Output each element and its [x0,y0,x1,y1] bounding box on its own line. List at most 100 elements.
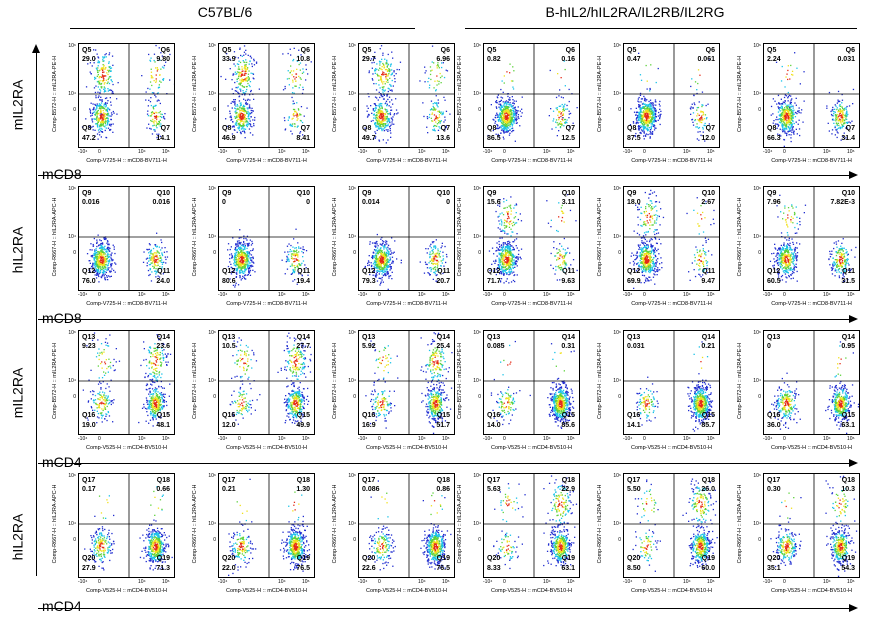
event-dot [389,269,391,271]
event-dot [834,126,836,129]
event-dot [841,93,843,96]
event-dot [240,251,243,254]
event-dot [391,89,393,91]
event-dot [777,94,780,97]
event-dot [156,123,158,125]
event-dot [651,116,654,119]
event-dot [648,117,650,119]
event-dot [376,247,379,249]
event-dot [111,252,113,254]
event-dot [251,107,253,109]
event-dot [576,107,578,109]
event-dot [376,73,378,75]
event-dot [516,111,518,113]
event-dot [235,115,238,117]
event-dot [238,60,240,62]
event-dot [96,258,98,260]
event-dot [227,265,230,268]
event-dot [252,72,254,75]
event-dot [653,129,656,131]
event-dot [500,105,502,107]
event-dot [503,82,505,84]
event-dot [512,102,515,104]
event-dot [374,131,376,133]
event-dot [500,129,503,131]
y-axis-title-text: Comp-B572-H :: mIL2RA-PE-H [192,55,198,133]
event-dot [92,243,94,246]
event-dot [248,260,250,263]
event-dot [110,75,112,78]
event-dot [791,116,793,118]
event-dot [243,79,245,81]
event-dot [391,79,393,82]
event-dot [235,86,237,89]
event-dot [507,127,510,129]
event-dot [781,102,784,105]
event-dot [150,249,152,251]
event-dot [104,54,106,56]
event-dot [89,109,92,111]
event-dot [390,124,392,126]
event-dot [639,108,641,110]
event-dot [381,273,383,275]
event-dot [161,254,164,257]
event-dot [243,240,245,243]
event-dot [389,248,391,250]
event-dot [790,126,792,128]
event-dot [387,117,389,120]
event-dot [789,101,791,103]
event-dot [235,122,238,124]
event-dot [96,75,98,77]
event-dot [104,261,106,263]
event-dot [96,264,99,266]
event-dot [101,119,104,121]
event-dot [787,119,789,121]
event-dot [835,122,838,125]
event-dot [509,118,511,120]
event-dot [106,114,108,116]
event-dot [291,96,293,99]
event-dot [244,265,246,267]
event-dot [556,122,558,124]
event-dot [242,125,244,127]
x-axis-title: Comp-V725-H :: mCD8-BV711-H [86,301,167,307]
event-dot [803,71,805,73]
event-dot [157,115,159,118]
event-dot [499,126,501,128]
event-dot [159,119,161,121]
event-dot [103,105,105,107]
event-dot [162,78,164,81]
event-dot [96,112,98,114]
event-dot [699,74,701,76]
event-dot [781,105,783,108]
event-dot [558,110,560,113]
event-dot [708,123,710,125]
event-dot [647,121,649,123]
quadrant-value-ul: 0.47 [627,56,641,63]
event-dot [100,110,102,113]
event-dot [798,110,800,112]
event-dot [100,99,102,101]
event-dot [502,123,504,125]
event-dot [383,128,385,130]
event-dot [238,265,241,267]
event-dot [105,75,107,77]
event-dot [383,90,386,92]
event-dot [242,85,244,88]
event-dot [382,116,384,118]
event-dot [506,112,508,115]
event-dot [505,111,507,113]
event-dot [501,117,503,120]
event-dot [100,240,102,242]
x-tick-label: 0 [378,292,381,298]
event-dot [109,247,111,250]
event-dot [386,94,388,96]
y-tick-label: 10⁶ [208,186,216,192]
event-dot [784,117,786,119]
event-dot [645,119,647,122]
quadrant-name-lr: Q7 [300,125,310,132]
event-dot [110,118,112,121]
event-dot [390,253,392,255]
event-dot [657,119,659,121]
event-dot [155,125,157,127]
